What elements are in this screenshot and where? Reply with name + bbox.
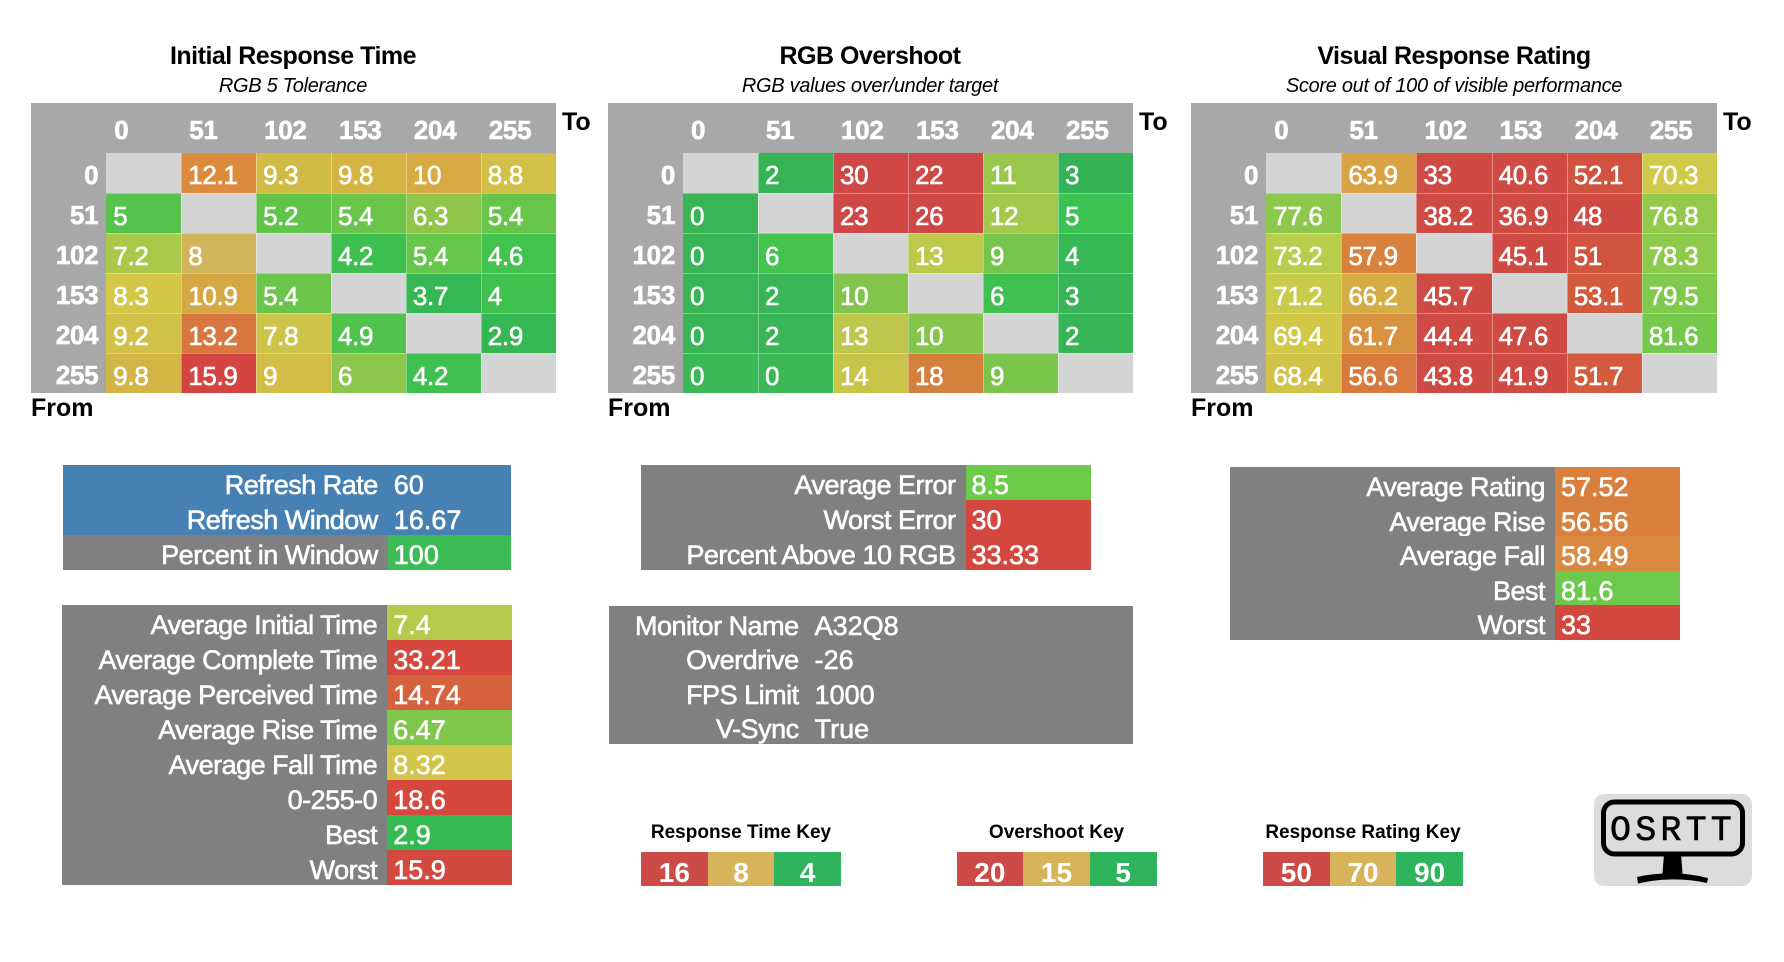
svg-text:OSRTT: OSRTT [1610,811,1736,851]
